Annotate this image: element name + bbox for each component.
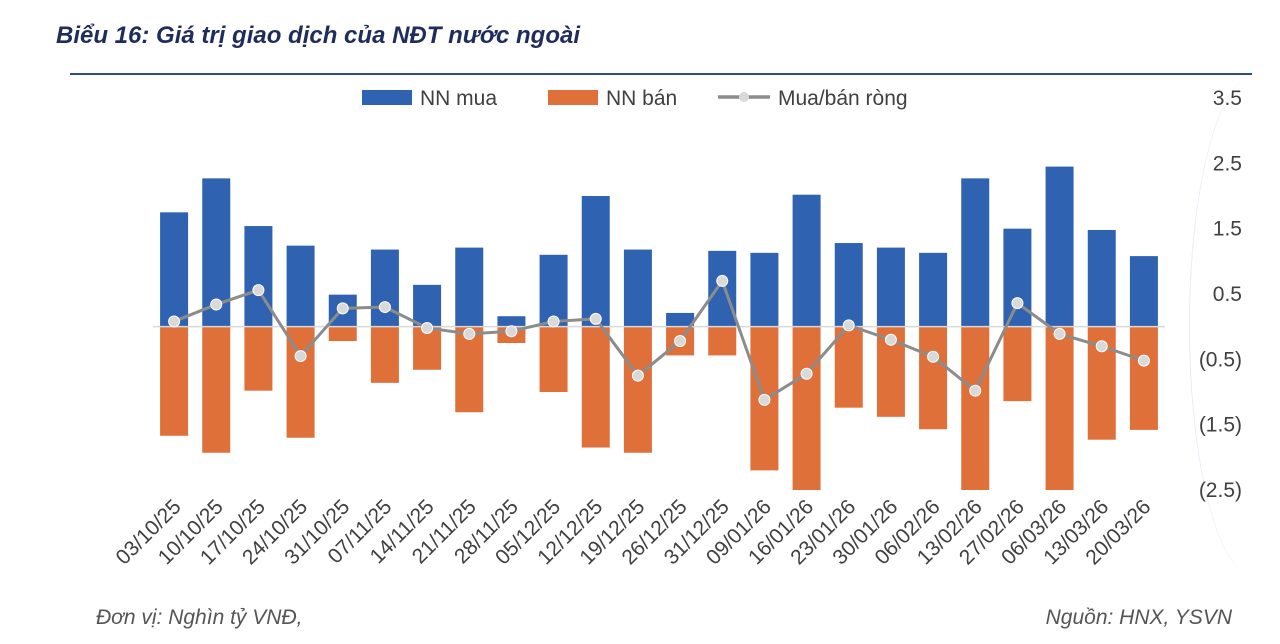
bar-buy-15 xyxy=(792,194,821,327)
bar-sell-4 xyxy=(328,326,357,342)
bar-buy-10 xyxy=(581,196,610,327)
net-point-1 xyxy=(210,298,223,311)
y-tick-label: 2.5 xyxy=(1213,152,1242,175)
bar-buy-13 xyxy=(708,250,737,327)
net-point-11 xyxy=(631,369,644,382)
background-accent-arc xyxy=(1189,76,1280,576)
net-point-17 xyxy=(884,333,897,346)
net-point-15 xyxy=(800,367,813,380)
bar-sell-15 xyxy=(792,326,821,490)
bar-sell-11 xyxy=(623,326,652,453)
net-point-0 xyxy=(168,315,181,328)
bar-buy-9 xyxy=(539,254,568,327)
bar-sell-23 xyxy=(1129,326,1158,430)
y-tick-label: 1.5 xyxy=(1213,218,1242,241)
legend-marker-net xyxy=(739,92,749,102)
net-point-5 xyxy=(378,301,391,314)
net-point-12 xyxy=(674,335,687,348)
net-point-21 xyxy=(1053,327,1066,340)
bar-buy-22 xyxy=(1087,229,1116,327)
bar-sell-16 xyxy=(834,326,863,408)
net-point-3 xyxy=(294,350,307,363)
net-point-2 xyxy=(252,284,265,297)
x-axis-ticks: 03/10/2510/10/2517/10/2524/10/2531/10/25… xyxy=(112,495,1156,569)
legend-item-buy: NN mua xyxy=(362,87,497,110)
bar-buy-19 xyxy=(961,178,990,327)
net-point-7 xyxy=(463,327,476,340)
net-line-layer xyxy=(168,274,1150,406)
title-divider xyxy=(70,73,1252,75)
bar-buy-3 xyxy=(286,245,315,327)
legend-label-sell: NN bán xyxy=(606,87,677,110)
y-tick-label: (0.5) xyxy=(1199,348,1242,371)
legend-item-sell: NN bán xyxy=(548,87,677,110)
legend-label-net: Mua/bán ròng xyxy=(778,87,908,110)
bar-buy-21 xyxy=(1045,166,1074,327)
bar-buy-18 xyxy=(919,252,948,327)
bar-buy-7 xyxy=(455,247,484,327)
bar-sell-1 xyxy=(202,326,231,453)
bar-sell-19 xyxy=(961,326,990,490)
legend: NN mua NN bán Mua/bán ròng xyxy=(362,87,908,110)
legend-swatch-buy xyxy=(362,90,412,105)
net-point-16 xyxy=(842,319,855,332)
y-tick-label: 3.5 xyxy=(1213,87,1242,110)
legend-item-net: Mua/bán ròng xyxy=(718,87,908,110)
bar-buy-12 xyxy=(666,312,695,327)
source-note: Nguồn: HNX, YSVN xyxy=(1045,606,1232,629)
net-point-13 xyxy=(716,274,729,287)
net-point-18 xyxy=(927,350,940,363)
bars-layer xyxy=(160,166,1158,490)
net-point-6 xyxy=(421,321,434,334)
net-point-20 xyxy=(1011,297,1024,310)
bar-buy-17 xyxy=(876,247,905,327)
bar-sell-7 xyxy=(455,326,484,413)
net-point-9 xyxy=(547,315,560,328)
y-axis-ticks: 3.5 2.5 1.5 0.5 (0.5) (1.5) (2.5) xyxy=(1199,87,1242,502)
net-point-4 xyxy=(336,302,349,315)
bar-buy-11 xyxy=(623,249,652,327)
unit-note: Đơn vị: Nghìn tỷ VNĐ, xyxy=(96,606,303,629)
net-point-23 xyxy=(1137,354,1150,367)
bar-sell-20 xyxy=(1003,326,1032,402)
chart-title: Biểu 16: Giá trị giao dịch của NĐT nước … xyxy=(56,22,580,49)
bar-sell-21 xyxy=(1045,326,1074,490)
bar-buy-16 xyxy=(834,243,863,327)
bar-buy-8 xyxy=(497,316,526,327)
net-series-line xyxy=(173,277,1145,403)
legend-label-buy: NN mua xyxy=(420,87,497,110)
net-point-14 xyxy=(758,393,771,406)
y-tick-label: (2.5) xyxy=(1199,479,1242,502)
bar-buy-5 xyxy=(370,249,399,327)
net-point-22 xyxy=(1095,340,1108,353)
legend-swatch-sell xyxy=(548,90,598,105)
chart-area: 3.5 2.5 1.5 0.5 (0.5) (1.5) (2.5) 03/10/2510/1… xyxy=(112,87,1242,569)
y-tick-label: (1.5) xyxy=(1199,414,1242,437)
bar-buy-6 xyxy=(413,284,442,327)
bar-sell-9 xyxy=(539,326,568,392)
bar-buy-14 xyxy=(750,252,779,327)
bar-sell-0 xyxy=(160,326,189,436)
bar-sell-10 xyxy=(581,326,610,448)
net-point-10 xyxy=(589,312,602,325)
bar-buy-0 xyxy=(160,212,189,327)
bar-buy-23 xyxy=(1129,256,1158,327)
net-point-8 xyxy=(505,325,518,338)
bar-buy-2 xyxy=(244,226,273,327)
bar-sell-2 xyxy=(244,326,273,391)
bar-sell-5 xyxy=(370,326,399,383)
y-tick-label: 0.5 xyxy=(1213,283,1242,306)
bar-sell-18 xyxy=(919,326,948,430)
bar-sell-13 xyxy=(708,326,737,356)
net-point-19 xyxy=(969,384,982,397)
